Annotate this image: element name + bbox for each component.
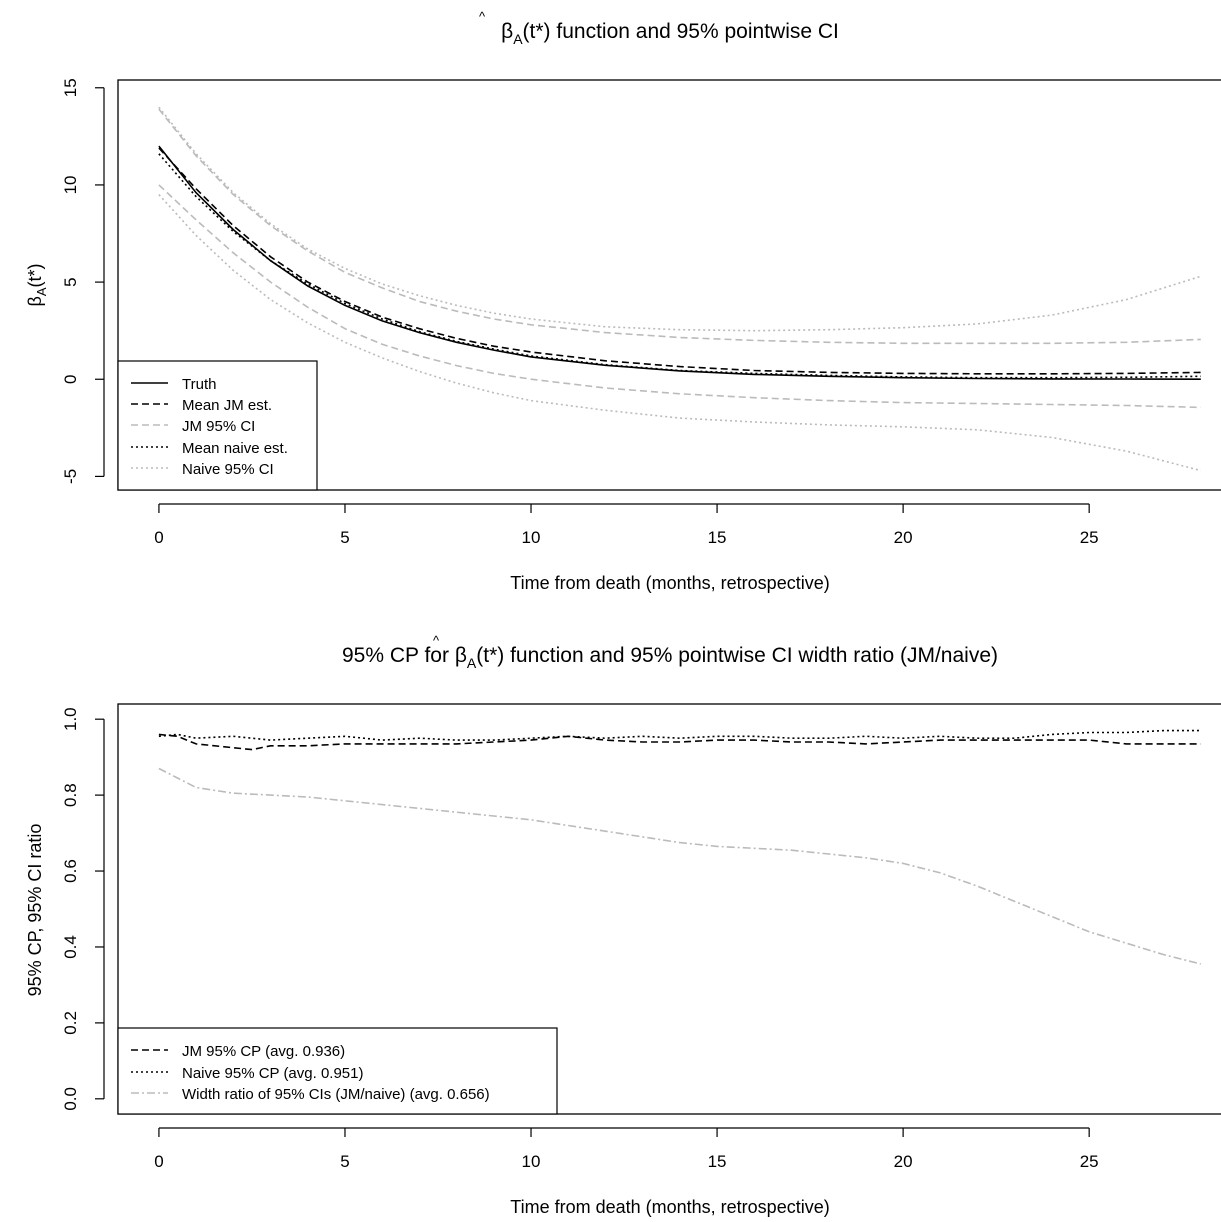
y-tick-label: 1.0 bbox=[61, 707, 80, 731]
y-tick-label: -5 bbox=[61, 469, 80, 484]
y-axis-label-bottom: 95% CP, 95% CI ratio bbox=[25, 824, 45, 997]
legend-label-naive-cp: Naive 95% CP (avg. 0.951) bbox=[182, 1065, 364, 1082]
y-tick-label: 5 bbox=[61, 277, 80, 286]
series-line-naive-95-cp-avg-0-951 bbox=[158, 729, 1201, 741]
y-tick-label: 0.6 bbox=[61, 859, 80, 883]
chart-title-top: βA(t*) function and 95% pointwise CI bbox=[501, 20, 839, 47]
y-axis-label-top: βA(t*) bbox=[25, 263, 49, 306]
legend-label-width-ratio: Width ratio of 95% CIs (JM/naive) (avg. … bbox=[182, 1086, 490, 1103]
x-tick-label: 25 bbox=[1080, 1152, 1099, 1171]
y-tick-label: 0.0 bbox=[61, 1087, 80, 1111]
x-tick-label: 15 bbox=[708, 1152, 727, 1171]
y-tick-label: 0.4 bbox=[61, 935, 80, 959]
y-axis-top: -5 0 5 10 15 bbox=[61, 78, 105, 484]
svg-text:βA(t*): βA(t*) bbox=[25, 263, 49, 306]
legend-label-jm-ci: JM 95% CI bbox=[182, 418, 255, 435]
series-line-mean-naive-est bbox=[158, 153, 1201, 379]
title-hat-mark: ^ bbox=[433, 633, 440, 648]
y-tick-label: 15 bbox=[61, 78, 80, 97]
title-beta-symbol: β bbox=[455, 644, 467, 667]
plot-frame-top bbox=[117, 79, 1221, 491]
x-axis-label-top: Time from death (months, retrospective) bbox=[510, 573, 829, 593]
y-tick-label: 0.8 bbox=[61, 783, 80, 807]
plot-frame-bottom bbox=[117, 703, 1221, 1115]
series-line-naive-95-ci bbox=[158, 106, 1202, 332]
legend-top: Truth Mean JM est. JM 95% CI Mean naive … bbox=[117, 360, 318, 491]
series-line-ci-bound bbox=[158, 194, 1202, 472]
y-axis-bottom: 0.0 0.2 0.4 0.6 0.8 1.0 bbox=[61, 707, 105, 1111]
x-tick-label: 15 bbox=[708, 528, 727, 547]
x-tick-label: 5 bbox=[340, 1152, 349, 1171]
legend-label-truth: Truth bbox=[182, 376, 216, 393]
x-axis-top: 0 5 10 15 20 25 bbox=[154, 503, 1099, 547]
x-tick-label: 25 bbox=[1080, 528, 1099, 547]
panel-bottom: 95% CP for βA(t*) function and 95% point… bbox=[25, 633, 1221, 1217]
series-line-ci-bound bbox=[158, 184, 1201, 409]
y-tick-label: 0 bbox=[61, 375, 80, 384]
title-hat-mark: ^ bbox=[479, 9, 486, 24]
x-tick-label: 10 bbox=[522, 1152, 541, 1171]
legend-label-mean-naive: Mean naive est. bbox=[182, 440, 288, 457]
x-axis-bottom: 0 5 10 15 20 25 bbox=[154, 1127, 1099, 1171]
series-line-width-ratio-of-95-cis-jm-naive-avg-0-656 bbox=[158, 767, 1201, 965]
x-tick-label: 5 bbox=[340, 528, 349, 547]
series-group-bottom bbox=[158, 729, 1201, 965]
legend-label-naive-ci: Naive 95% CI bbox=[182, 461, 274, 478]
series-line-mean-jm-est bbox=[158, 147, 1201, 375]
x-tick-label: 20 bbox=[894, 528, 913, 547]
x-tick-label: 20 bbox=[894, 1152, 913, 1171]
x-tick-label: 0 bbox=[154, 528, 163, 547]
panel-top: βA(t*) function and 95% pointwise CI ^ 0… bbox=[25, 9, 1221, 593]
x-tick-label: 10 bbox=[522, 528, 541, 547]
x-axis-label-bottom: Time from death (months, retrospective) bbox=[510, 1197, 829, 1217]
chart-title-bottom: 95% CP for βA(t*) function and 95% point… bbox=[342, 644, 998, 671]
y-tick-label: 0.2 bbox=[61, 1011, 80, 1035]
legend-label-jm-cp: JM 95% CP (avg. 0.936) bbox=[182, 1043, 345, 1060]
y-tick-label: 10 bbox=[61, 175, 80, 194]
title-beta-symbol: β bbox=[501, 20, 513, 43]
series-group-top bbox=[158, 106, 1202, 472]
legend-label-mean-jm: Mean JM est. bbox=[182, 397, 272, 414]
x-tick-label: 0 bbox=[154, 1152, 163, 1171]
series-line-jm-95-ci bbox=[158, 108, 1201, 345]
series-line-truth bbox=[158, 145, 1201, 381]
legend-bottom: JM 95% CP (avg. 0.936) Naive 95% CP (avg… bbox=[117, 1027, 558, 1115]
legend-box-bottom bbox=[117, 1027, 558, 1115]
series-line-jm-95-cp-avg-0-936 bbox=[158, 733, 1201, 751]
